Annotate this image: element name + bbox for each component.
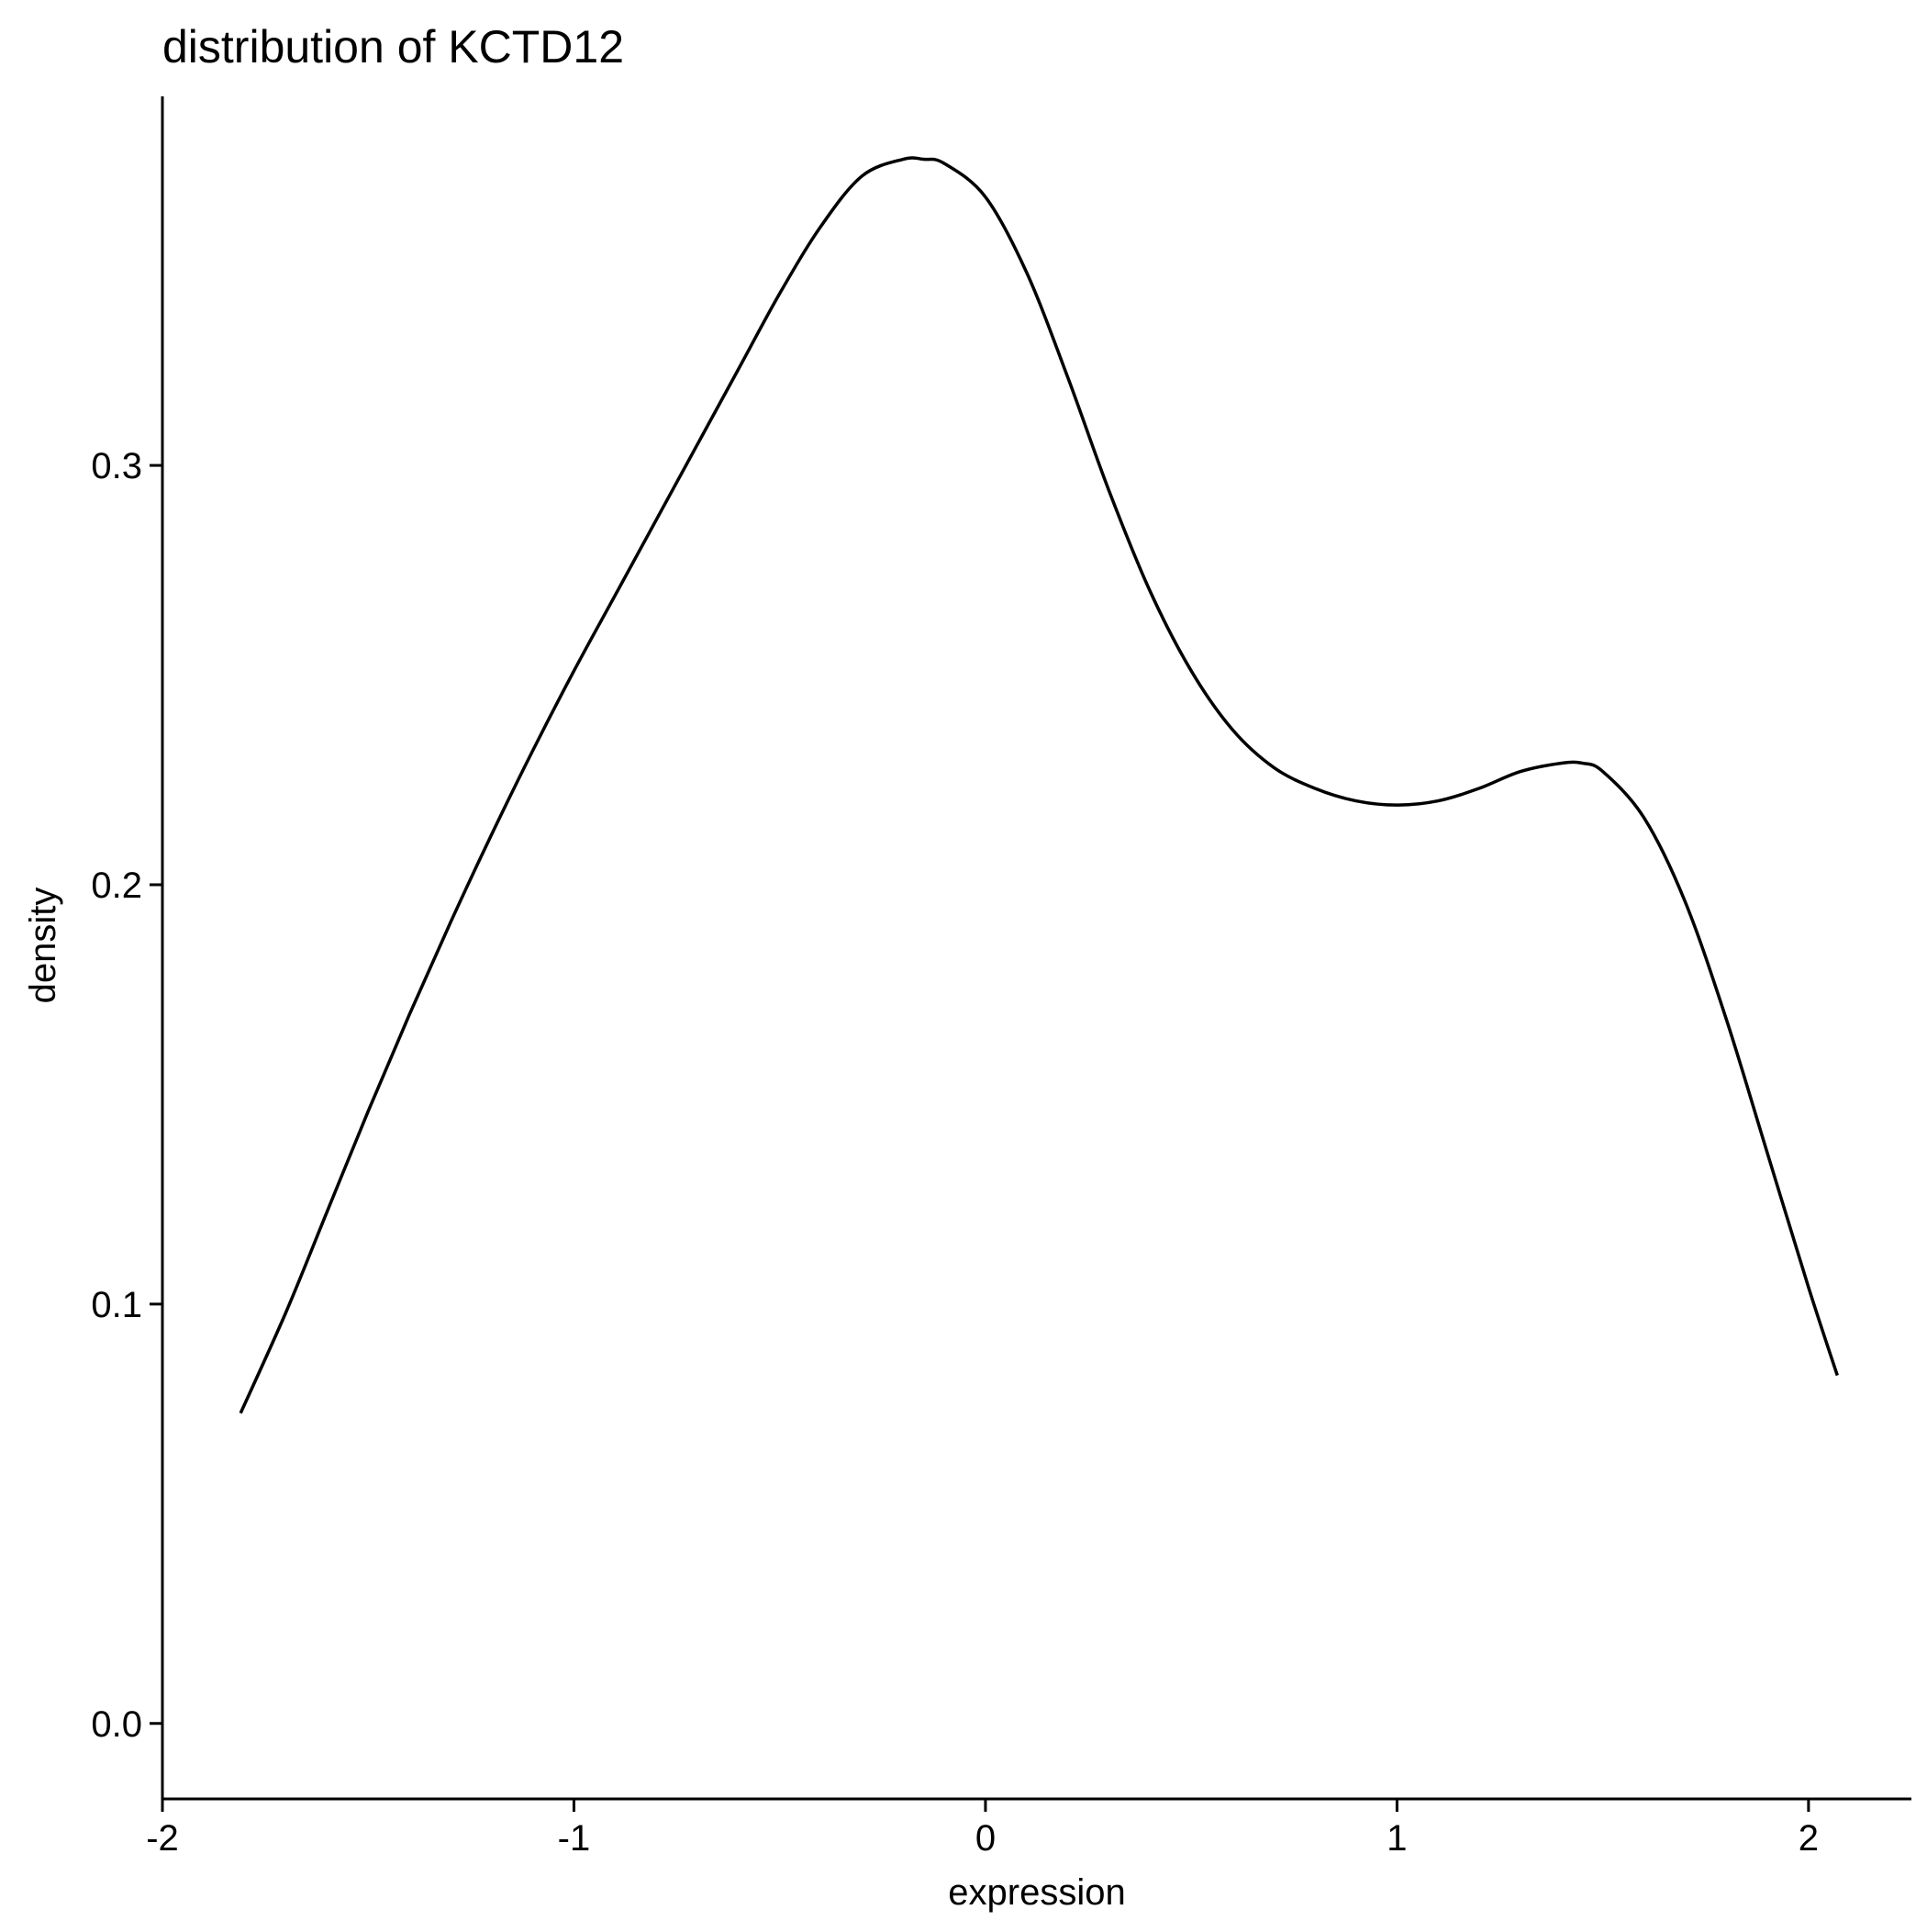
density-curve [239, 156, 1839, 1414]
x-axis-title: expression [948, 1872, 1125, 1913]
x-axis-ticks: -2 -1 0 1 2 [146, 1799, 1819, 1859]
x-tick-label: 0 [975, 1818, 996, 1859]
y-tick-label: 0.0 [91, 1704, 142, 1745]
y-tick-label: 0.3 [91, 446, 142, 486]
x-tick-label: 1 [1387, 1818, 1407, 1859]
y-axis-ticks: 0.0 0.1 0.2 0.3 [91, 446, 162, 1745]
axes [161, 96, 1911, 1801]
chart-title: distribution of KCTD12 [162, 21, 624, 73]
y-axis-title: density [23, 888, 63, 1004]
x-tick-label: 2 [1799, 1818, 1819, 1859]
x-tick-label: -2 [146, 1818, 179, 1859]
y-tick-label: 0.1 [91, 1285, 142, 1325]
y-tick-label: 0.2 [91, 865, 142, 906]
x-tick-label: -1 [558, 1818, 591, 1859]
